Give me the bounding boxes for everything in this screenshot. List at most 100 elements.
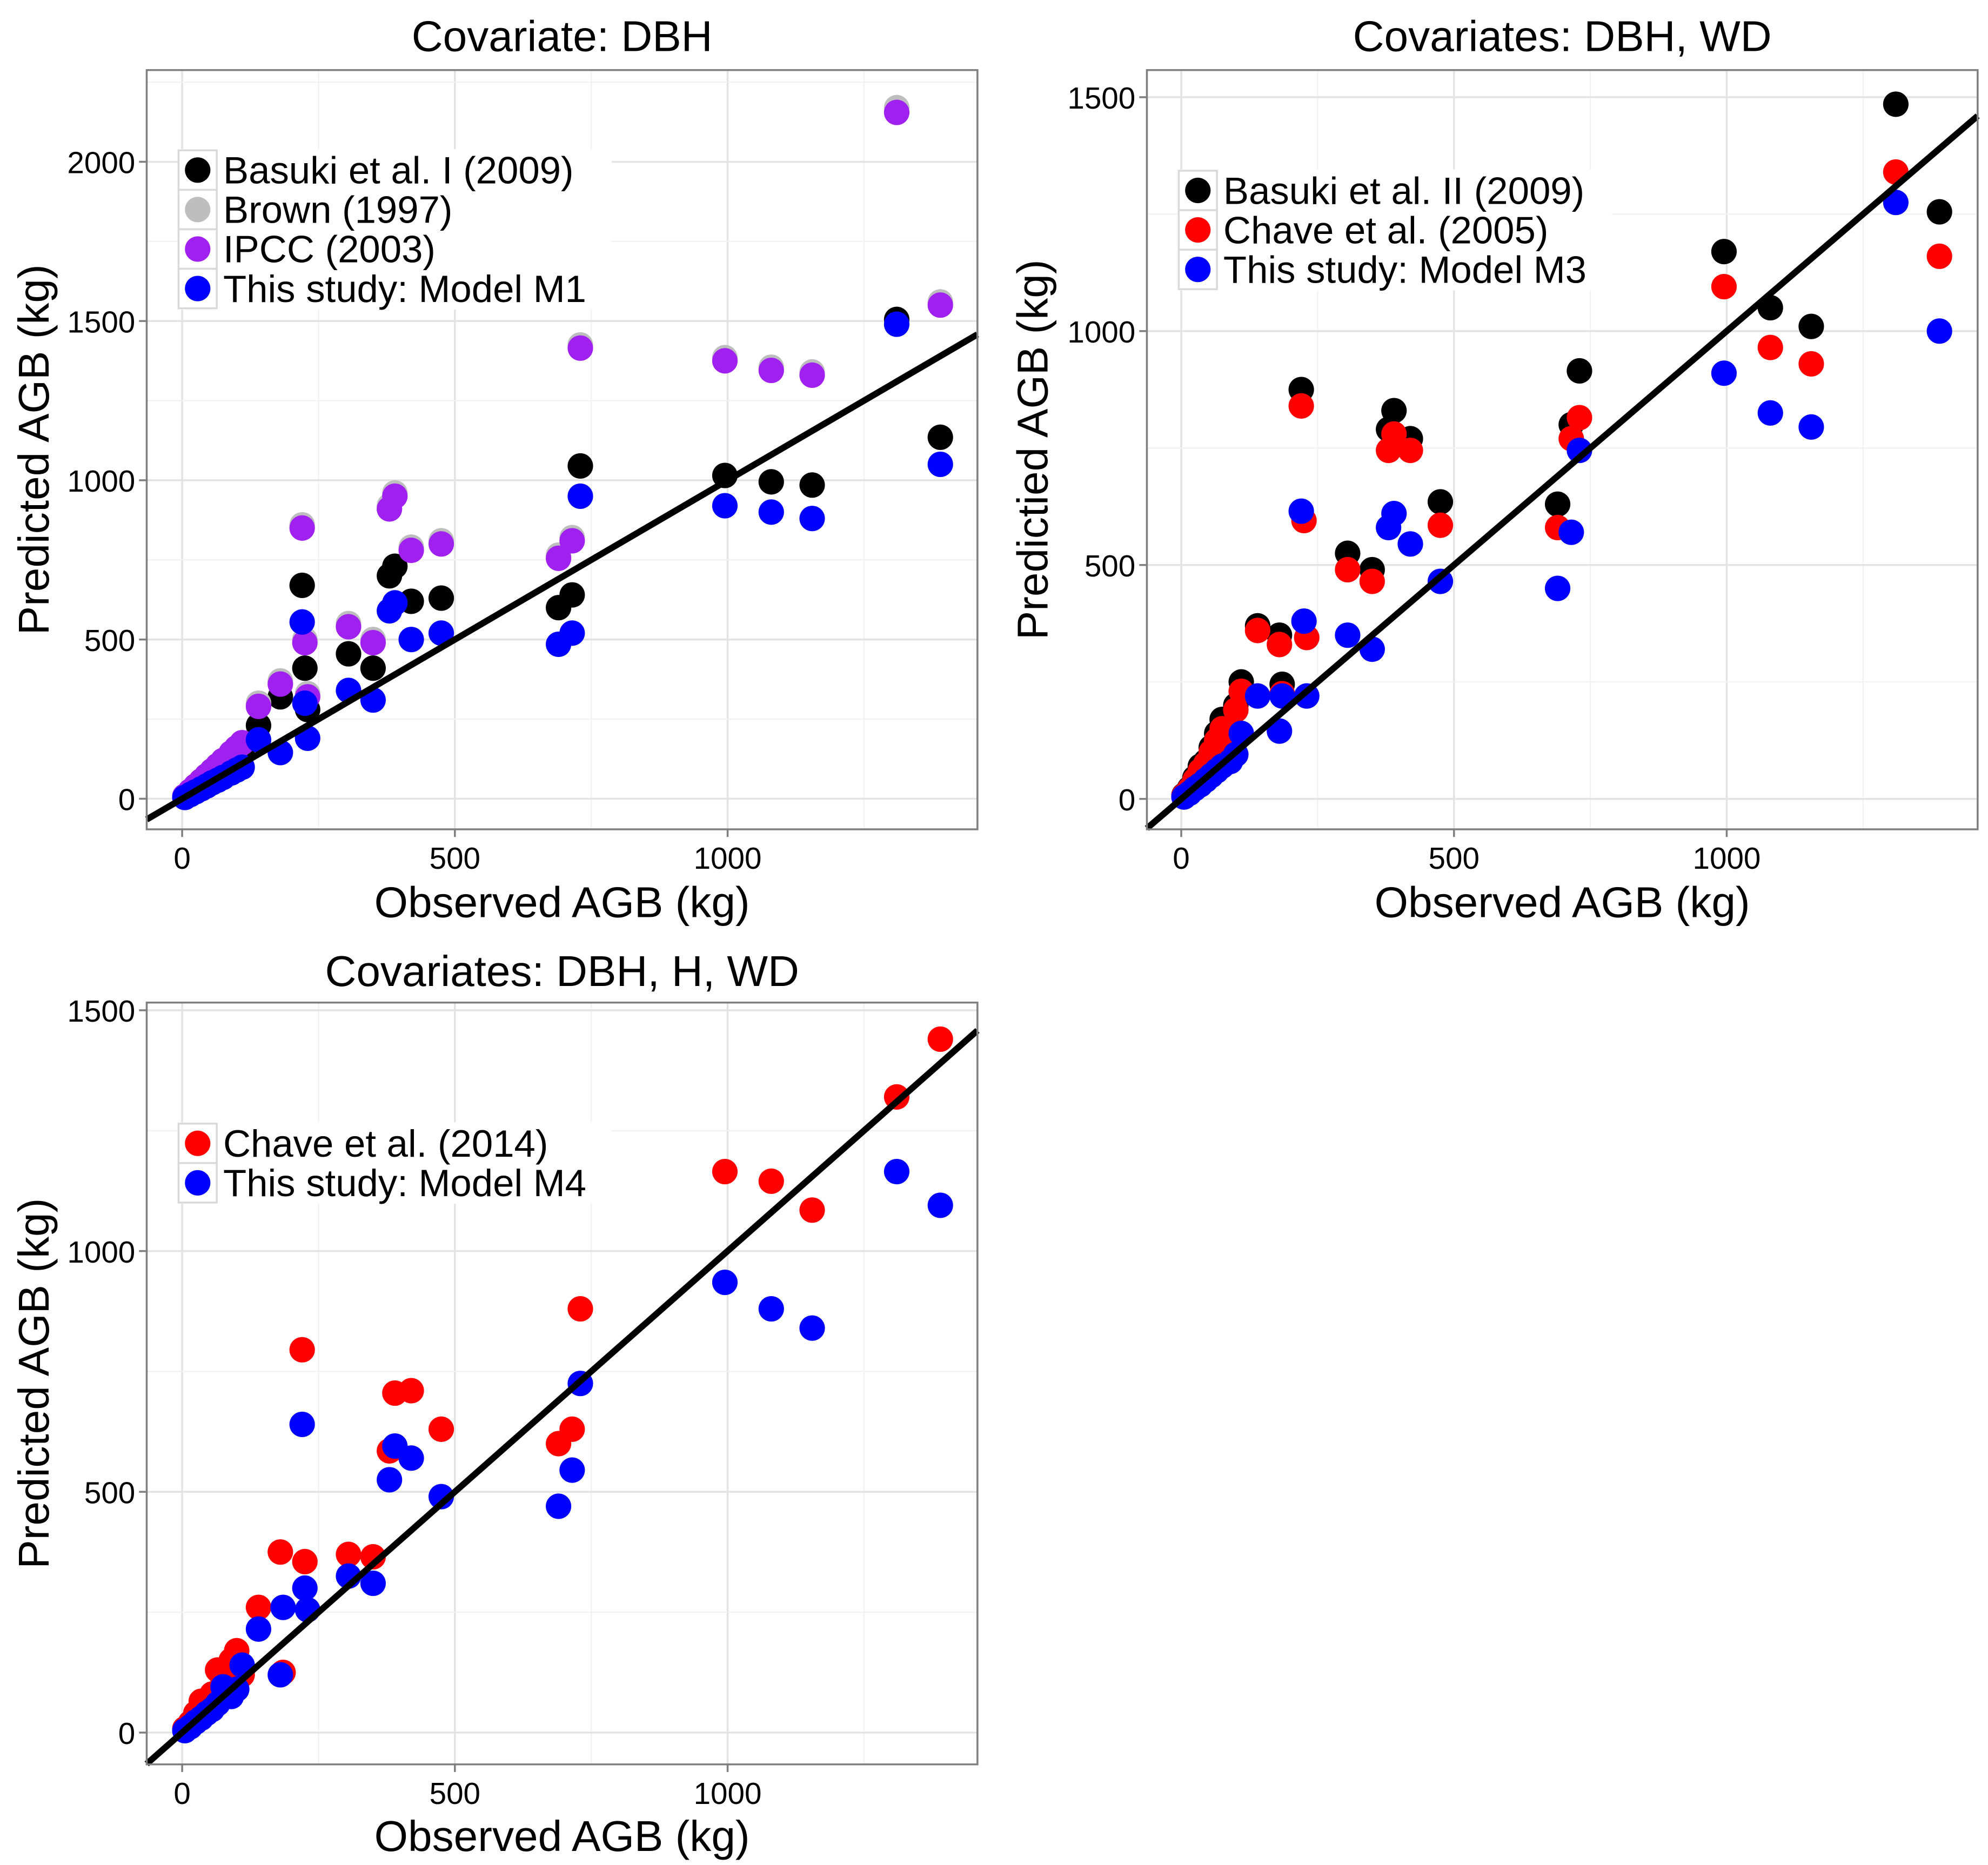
legend-background bbox=[178, 149, 612, 310]
data-point bbox=[1558, 519, 1584, 545]
data-point bbox=[1244, 683, 1270, 709]
data-point bbox=[1288, 393, 1314, 419]
data-point bbox=[398, 627, 424, 653]
data-point bbox=[567, 1296, 593, 1322]
data-point bbox=[360, 1544, 386, 1570]
data-point bbox=[292, 1548, 318, 1575]
x-axis-label: Observed AGB (kg) bbox=[1375, 878, 1750, 927]
data-point bbox=[1288, 498, 1314, 524]
data-point bbox=[428, 620, 454, 646]
legend-marker bbox=[185, 157, 211, 183]
data-point bbox=[360, 1571, 386, 1596]
data-point bbox=[428, 531, 454, 557]
y-axis-label: Predicted AGB (kg) bbox=[9, 1198, 58, 1569]
y-axis-label: Predictied AGB (kg) bbox=[1008, 259, 1057, 640]
data-point bbox=[1711, 360, 1737, 386]
data-point bbox=[1291, 608, 1317, 634]
legend-marker bbox=[1185, 177, 1211, 204]
data-point bbox=[1711, 239, 1737, 265]
y-tick-label: 500 bbox=[1085, 549, 1135, 583]
chart-title: Covariates: DBH, WD bbox=[1353, 11, 1772, 60]
x-tick-label: 0 bbox=[173, 1776, 190, 1810]
x-axis-label: Observed AGB (kg) bbox=[374, 878, 750, 927]
data-point bbox=[1544, 575, 1571, 601]
data-point bbox=[883, 311, 910, 337]
legend-label: Basuki et al. II (2009) bbox=[1223, 169, 1584, 212]
x-tick-label: 1000 bbox=[694, 1776, 762, 1810]
legend-label: Basuki et al. I (2009) bbox=[223, 149, 574, 192]
data-point bbox=[292, 690, 318, 716]
x-tick-label: 500 bbox=[430, 841, 480, 875]
data-point bbox=[336, 641, 362, 667]
legend-label: Chave et al. (2014) bbox=[223, 1122, 548, 1165]
data-point bbox=[927, 1026, 953, 1052]
data-point bbox=[245, 1616, 271, 1642]
chart-title: Covariate: DBH bbox=[412, 11, 713, 60]
legend-label: This study: Model M1 bbox=[223, 267, 586, 310]
data-point bbox=[1381, 398, 1407, 424]
data-point bbox=[398, 1445, 424, 1471]
data-point bbox=[1335, 556, 1361, 583]
data-point bbox=[292, 655, 318, 681]
y-tick-label: 500 bbox=[84, 623, 135, 658]
y-tick-label: 1000 bbox=[67, 1235, 135, 1269]
data-point bbox=[567, 483, 593, 509]
data-point bbox=[758, 1168, 784, 1194]
panel-2: 0 500 1000 0 500 1000 1500 Covariates: DBH, WD O… bbox=[1008, 11, 1980, 927]
x-tick-label: 0 bbox=[1173, 841, 1189, 875]
data-point bbox=[289, 572, 315, 599]
data-point bbox=[758, 357, 784, 384]
legend-label: Chave et al. (2005) bbox=[1223, 209, 1548, 251]
data-point bbox=[1427, 489, 1454, 515]
y-tick-label: 0 bbox=[1119, 783, 1135, 817]
data-point bbox=[712, 1158, 738, 1185]
data-point bbox=[567, 453, 593, 479]
data-point bbox=[292, 629, 318, 656]
data-point bbox=[1269, 683, 1295, 709]
chart-title: Covariates: DBH, H, WD bbox=[325, 947, 799, 995]
data-point bbox=[1926, 199, 1952, 225]
x-tick-label: 500 bbox=[430, 1776, 480, 1810]
data-point bbox=[927, 424, 953, 450]
data-point bbox=[289, 609, 315, 635]
data-point bbox=[1883, 190, 1909, 216]
data-point bbox=[799, 506, 825, 532]
data-point bbox=[927, 1192, 953, 1218]
data-point bbox=[1567, 405, 1592, 431]
data-point bbox=[1359, 568, 1385, 594]
y-tick-label: 1500 bbox=[67, 994, 135, 1028]
one-to-one-line bbox=[145, 331, 979, 822]
data-point bbox=[1798, 313, 1824, 339]
plot-border bbox=[1146, 69, 1979, 830]
legend-label: This study: Model M3 bbox=[1223, 248, 1587, 291]
data-point bbox=[1381, 500, 1407, 527]
data-point bbox=[799, 472, 825, 498]
x-tick-label: 1000 bbox=[1693, 841, 1761, 875]
y-tick-label: 0 bbox=[118, 783, 135, 817]
data-point bbox=[758, 1296, 784, 1322]
data-point bbox=[292, 1575, 318, 1601]
panel-3: 0 500 1000 0 500 1000 1500 Covariates: DBH, H, … bbox=[9, 947, 980, 1860]
legend: Chave et al. (2014)This study: Model M4 bbox=[177, 1122, 612, 1204]
legend-marker bbox=[185, 236, 211, 262]
data-point bbox=[336, 614, 362, 640]
x-tick-label: 0 bbox=[173, 841, 190, 875]
data-point bbox=[245, 693, 271, 720]
data-point bbox=[1267, 632, 1293, 658]
data-point bbox=[712, 493, 738, 519]
data-point bbox=[428, 1416, 454, 1442]
y-tick-label: 0 bbox=[118, 1716, 135, 1750]
data-point bbox=[1926, 318, 1952, 344]
one-to-one-line bbox=[1144, 113, 1980, 831]
data-point bbox=[927, 292, 953, 318]
data-point bbox=[1267, 718, 1293, 744]
data-point bbox=[567, 335, 593, 361]
data-point bbox=[1798, 414, 1824, 440]
data-point bbox=[1397, 438, 1423, 464]
data-point bbox=[1244, 618, 1270, 643]
legend-marker bbox=[1185, 257, 1211, 283]
x-tick-label: 1000 bbox=[694, 841, 762, 875]
data-point bbox=[267, 1539, 293, 1565]
y-tick-label: 500 bbox=[84, 1475, 135, 1510]
data-point bbox=[289, 1337, 315, 1363]
